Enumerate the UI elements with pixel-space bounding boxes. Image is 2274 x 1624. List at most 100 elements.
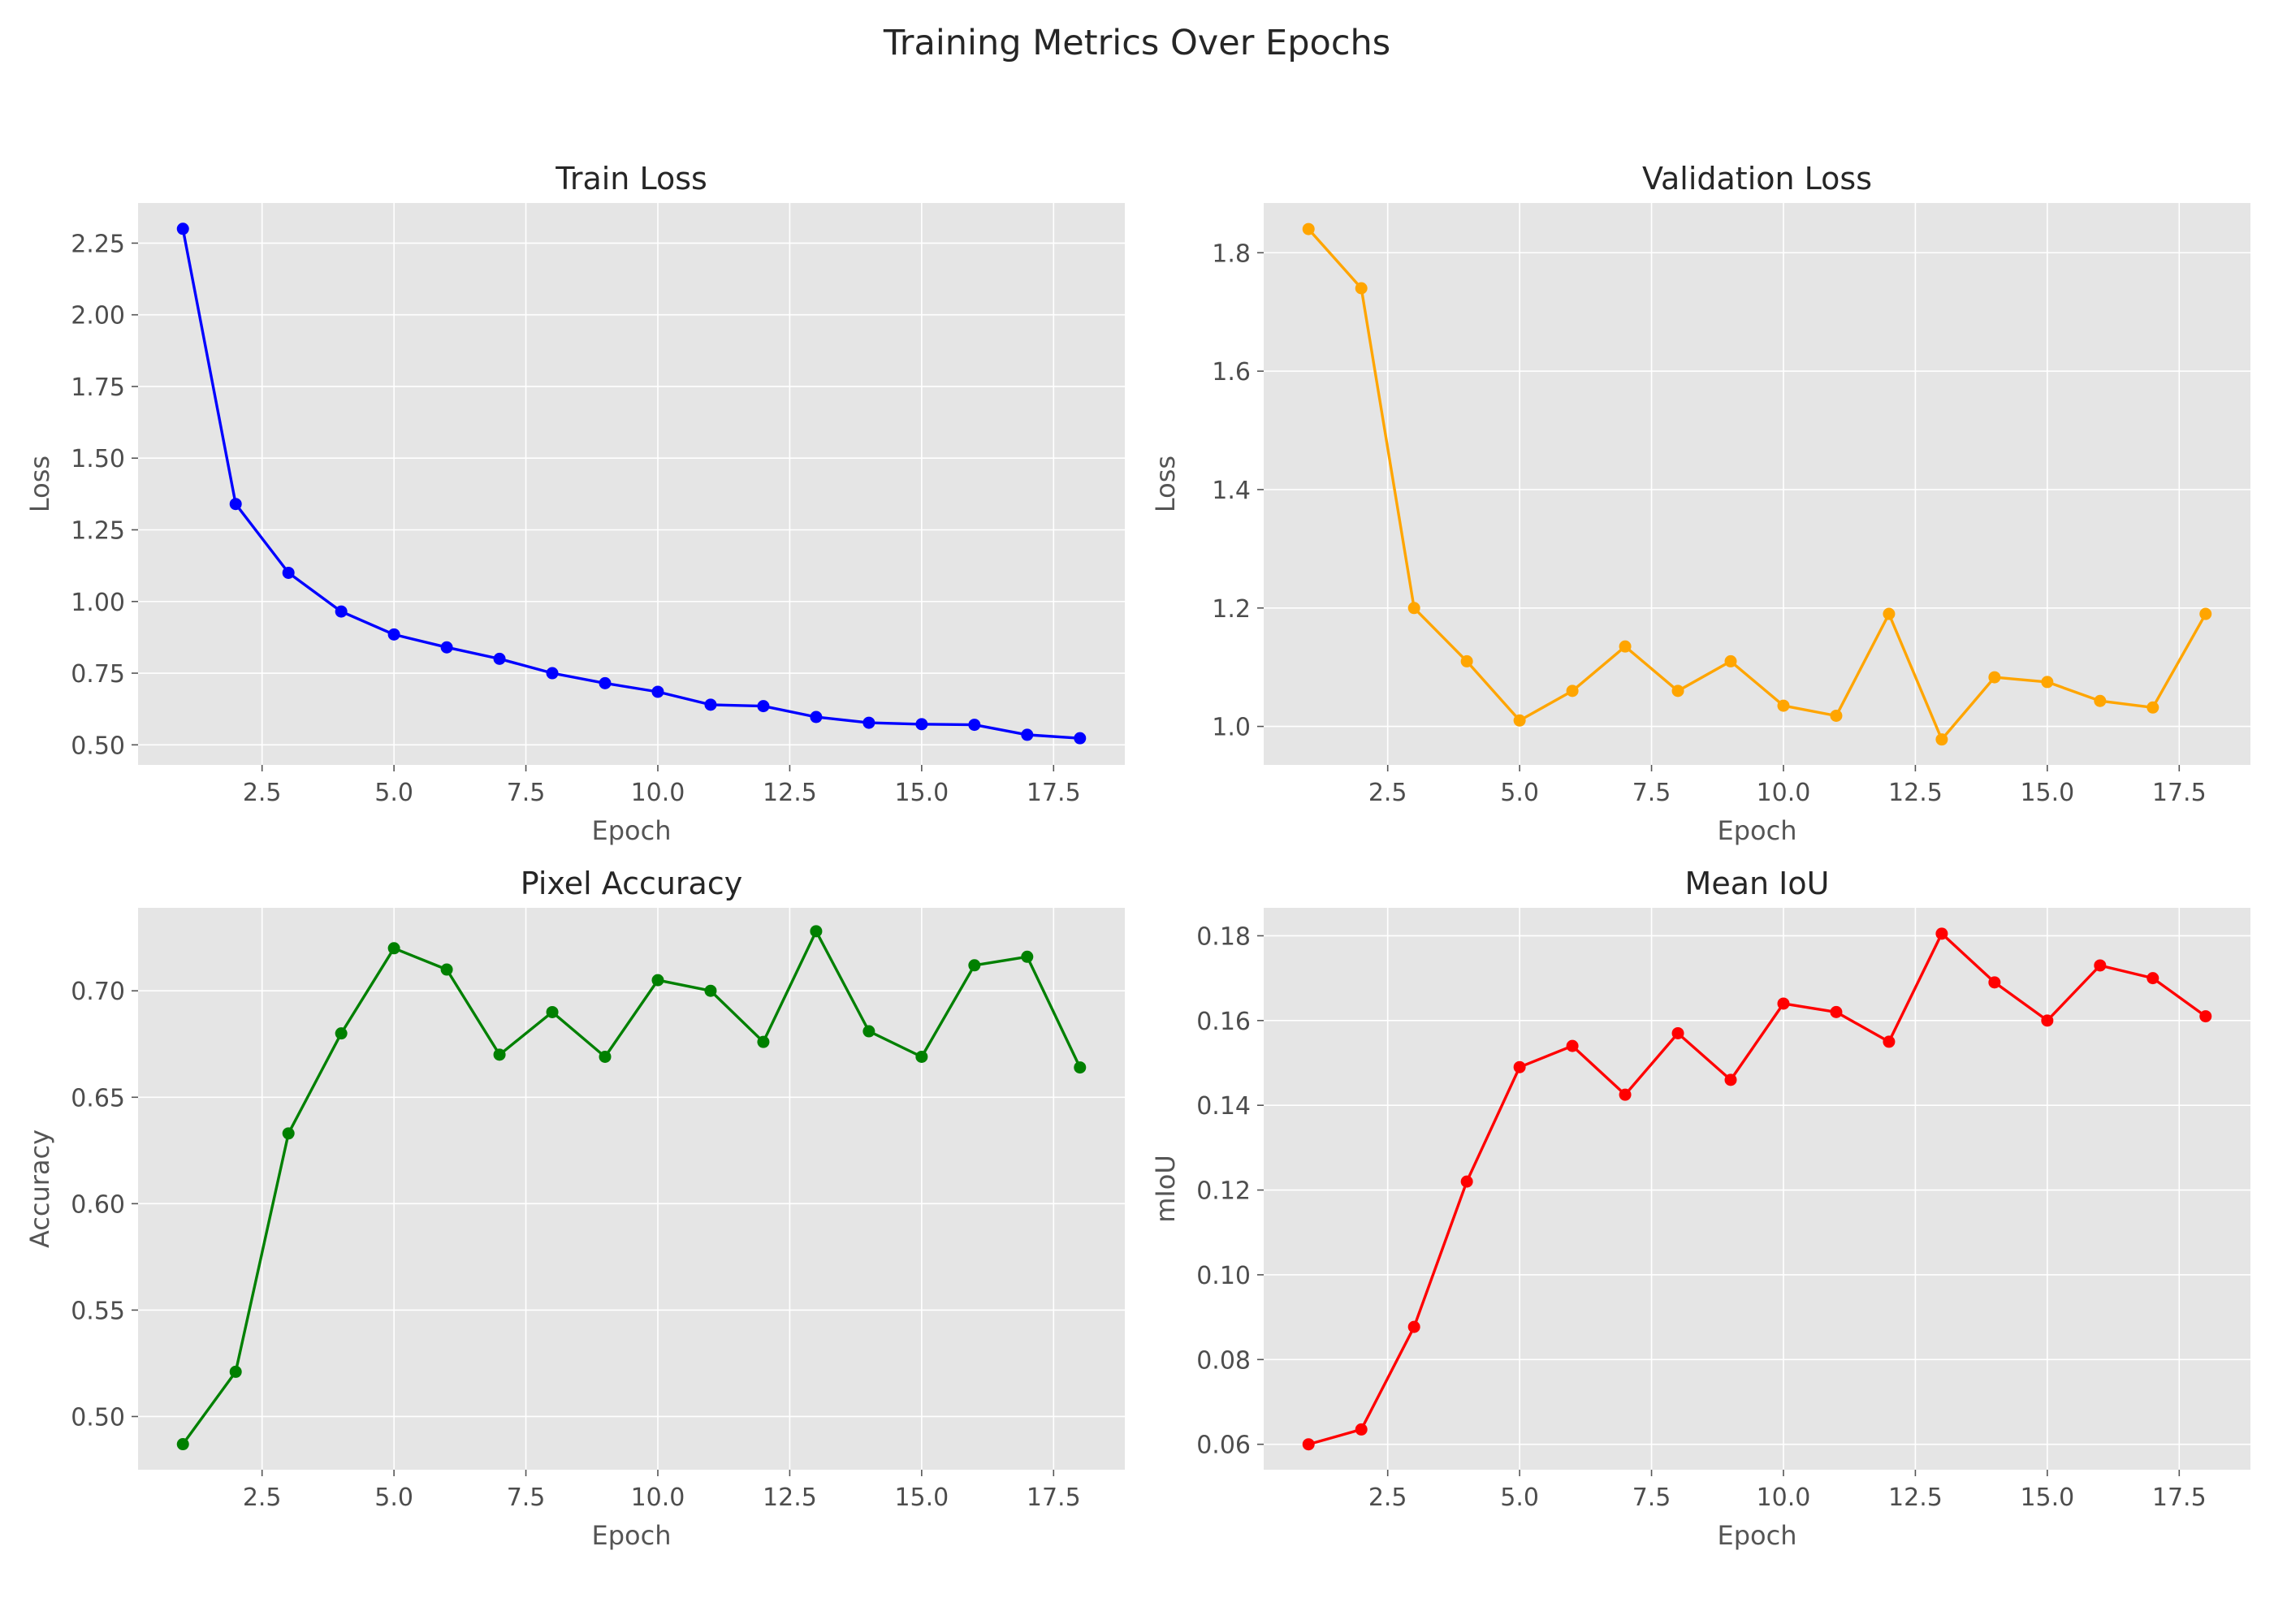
pixel-accuracy-point [599, 1050, 612, 1063]
validation-loss-point [1724, 654, 1737, 667]
validation-loss-point [1935, 733, 1948, 746]
validation-loss-x-axis-label: Epoch [1718, 815, 1797, 846]
train-loss-point [704, 698, 717, 711]
train-loss-y-tick-label: 1.50 [71, 445, 125, 473]
mean-iou-title: Mean IoU [1685, 866, 1830, 901]
figure-title: Training Metrics Over Epochs [883, 23, 1391, 63]
mean-iou-y-tick-label: 0.10 [1196, 1262, 1251, 1290]
mean-iou-y-axis-label: mIoU [1150, 1155, 1181, 1223]
train-loss-point [599, 676, 612, 689]
pixel-accuracy-x-tick-label: 12.5 [763, 1484, 817, 1512]
pixel-accuracy-point [493, 1048, 506, 1061]
train-loss-point [1074, 732, 1087, 745]
pixel-accuracy-x-axis-label: Epoch [592, 1520, 672, 1551]
pixel-accuracy-y-tick-label: 0.70 [71, 978, 125, 1006]
validation-loss-point [1777, 699, 1790, 712]
mean-iou-point [1883, 1035, 1896, 1048]
train-loss-point [546, 667, 559, 680]
pixel-accuracy-title: Pixel Accuracy [521, 866, 742, 901]
train-loss-x-tick-label: 15.0 [894, 779, 949, 807]
pixel-accuracy-point [915, 1050, 928, 1063]
pixel-accuracy-point [968, 959, 981, 972]
pixel-accuracy-point [282, 1127, 295, 1140]
pixel-accuracy-x-tick-label: 7.5 [507, 1484, 546, 1512]
validation-loss-point [2199, 607, 2212, 620]
validation-loss-point [1883, 607, 1896, 620]
train-loss-y-tick-label: 0.75 [71, 660, 125, 689]
train-loss-point [810, 710, 823, 723]
train-loss-point [915, 718, 928, 731]
pixel-accuracy-point [810, 925, 823, 938]
validation-loss-point [2146, 701, 2159, 714]
pixel-accuracy-plot-area [138, 908, 1125, 1470]
mean-iou-x-axis-label: Epoch [1718, 1520, 1797, 1551]
train-loss-x-tick-label: 5.0 [374, 779, 413, 807]
train-loss-x-tick-label: 7.5 [507, 779, 546, 807]
train-loss-point [651, 685, 664, 698]
train-loss-y-tick-label: 1.75 [71, 374, 125, 402]
mean-iou-point [1830, 1005, 1843, 1018]
train-loss-y-tick-label: 1.00 [71, 589, 125, 617]
validation-loss-x-tick-label: 2.5 [1368, 779, 1407, 807]
train-loss-point [493, 652, 506, 665]
mean-iou-series-line [1308, 932, 2207, 1446]
train-loss-point [968, 719, 981, 732]
pixel-accuracy-point [704, 984, 717, 997]
validation-loss-point [1566, 685, 1579, 698]
pixel-accuracy-point [229, 1365, 242, 1378]
pixel-accuracy-y-tick-label: 0.65 [71, 1084, 125, 1112]
mean-iou-point [1460, 1175, 1473, 1188]
pixel-accuracy-x-tick-label: 5.0 [374, 1484, 413, 1512]
train-loss-x-axis-label: Epoch [592, 815, 672, 846]
mean-iou-plot-area [1264, 908, 2250, 1470]
pixel-accuracy-y-tick-label: 0.55 [71, 1297, 125, 1325]
mean-iou-point [2199, 1010, 2212, 1023]
mean-iou-x-tick-label: 12.5 [1888, 1484, 1943, 1512]
mean-iou-point [1671, 1026, 1684, 1039]
validation-loss-point [2041, 676, 2054, 689]
train-loss-y-axis-label: Loss [24, 456, 55, 512]
validation-loss-point [1513, 714, 1526, 727]
mean-iou-point [2041, 1014, 2054, 1027]
train-loss-point [176, 222, 189, 235]
mean-iou-point [2094, 959, 2107, 972]
mean-iou-x-tick-label: 10.0 [1757, 1484, 1811, 1512]
mean-iou-point [1355, 1423, 1368, 1436]
mean-iou-x-tick-label: 15.0 [2020, 1484, 2074, 1512]
pixel-accuracy-point [387, 942, 400, 955]
validation-loss-y-axis-label: Loss [1150, 456, 1181, 512]
mean-iou-x-tick-label: 5.0 [1500, 1484, 1539, 1512]
train-loss-point [387, 628, 400, 641]
validation-loss-y-tick-label: 1.2 [1212, 595, 1251, 624]
mean-iou-point [1777, 997, 1790, 1010]
validation-loss-y-tick-label: 1.0 [1212, 714, 1251, 742]
pixel-accuracy-point [651, 974, 664, 987]
train-loss-x-tick-label: 17.5 [1027, 779, 1081, 807]
pixel-accuracy-point [335, 1027, 348, 1040]
mean-iou-y-tick-label: 0.16 [1196, 1008, 1251, 1036]
validation-loss-point [1830, 709, 1843, 722]
mean-iou-point [1619, 1088, 1632, 1101]
mean-iou-y-tick-label: 0.06 [1196, 1432, 1251, 1460]
train-loss-x-tick-label: 10.0 [631, 779, 685, 807]
validation-loss-series-line [1307, 227, 2207, 741]
mean-iou-y-tick-label: 0.18 [1196, 922, 1251, 951]
train-loss-series-line [181, 228, 1080, 740]
validation-loss-title: Validation Loss [1642, 161, 1872, 197]
mean-iou-point [1407, 1320, 1420, 1333]
train-loss-y-tick-label: 2.00 [71, 302, 125, 330]
validation-loss-plot-area [1264, 203, 2250, 765]
mean-iou-point [1566, 1039, 1579, 1052]
mean-iou-x-tick-label: 7.5 [1632, 1484, 1671, 1512]
train-loss-y-tick-label: 2.25 [71, 230, 125, 258]
validation-loss-point [1355, 282, 1368, 295]
train-loss-point [1021, 728, 1034, 741]
train-loss-y-tick-label: 1.25 [71, 516, 125, 545]
pixel-accuracy-series-line [181, 930, 1082, 1445]
validation-loss-point [1671, 685, 1684, 698]
validation-loss-x-tick-label: 17.5 [2152, 779, 2207, 807]
validation-loss-point [1988, 671, 2001, 684]
train-loss-point [440, 641, 453, 654]
